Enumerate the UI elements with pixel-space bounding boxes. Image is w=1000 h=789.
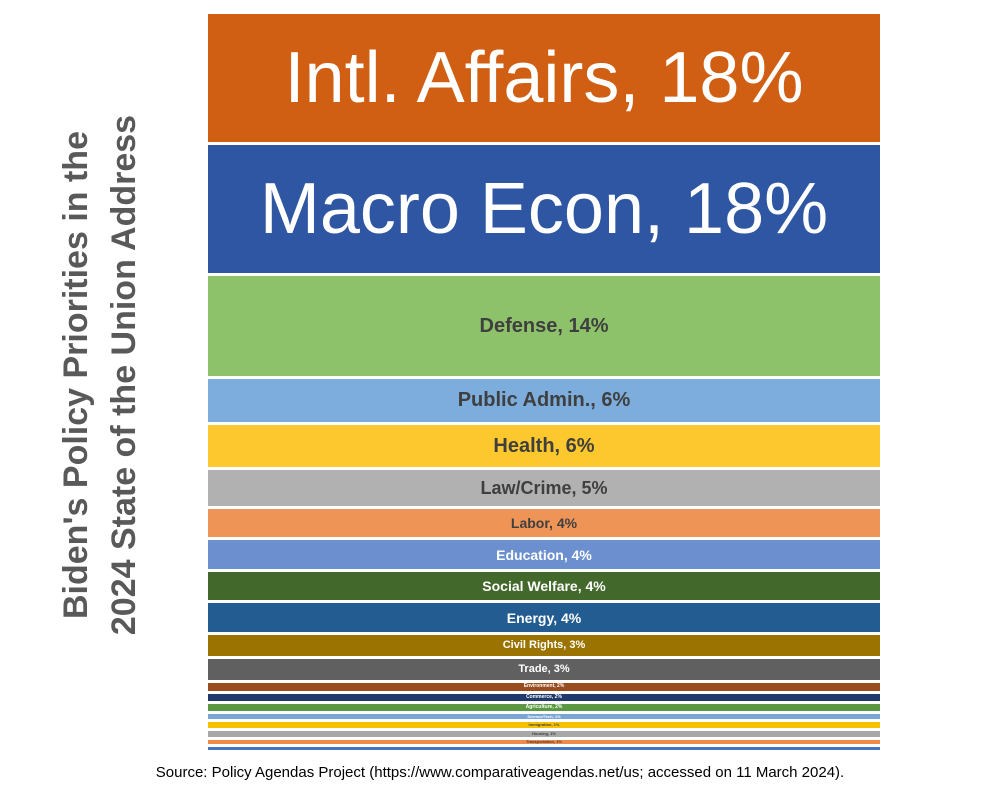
bar-segment: Energy, 4% [208, 603, 880, 632]
segment-label: Health, 6% [493, 434, 595, 457]
bar-segment: Education, 4% [208, 540, 880, 569]
bar-segment: Agriculture, 2% [208, 703, 880, 711]
segment-label: Transportation, 1% [525, 739, 562, 744]
bar-segment: Intl. Affairs, 18% [208, 14, 880, 143]
segment-label: Housing, 1% [531, 731, 556, 737]
bar-segment: Trade, 3% [208, 659, 880, 681]
bar-segment: Science/Tech, 1% [208, 713, 880, 720]
segment-label: Environment, 2% [523, 683, 565, 690]
chart-title-line-2: 2024 State of the Union Address [105, 114, 143, 636]
segment-label: Science/Tech, 1% [527, 713, 561, 719]
bar-segment: Defense, 14% [208, 276, 880, 376]
stacked-bar: Intl. Affairs, 18% Macro Econ, 18% Defense… [208, 14, 880, 750]
segment-label: Agriculture, 2% [525, 703, 563, 710]
segment-label: Immigration, 1% [528, 722, 560, 728]
bar-segment: Labor, 4% [208, 508, 880, 538]
bar-segment [208, 747, 880, 750]
bar-segment: Macro Econ, 18% [208, 145, 880, 274]
segment-label: Energy, 4% [506, 609, 582, 626]
chart-title-line-1: Biden's Policy Priorities in the [57, 131, 95, 619]
segment-label: Public Admin., 6% [457, 389, 631, 412]
source-note: Source: Policy Agendas Project (https://… [155, 764, 845, 781]
bar-segment: Housing, 1% [208, 731, 880, 737]
segment-label: Law/Crime, 5% [480, 478, 608, 499]
bar-segment: Public Admin., 6% [208, 378, 880, 422]
segment-label: Trade, 3% [518, 663, 570, 676]
segment-label: Intl. Affairs, 18% [284, 38, 804, 119]
segment-label: Education, 4% [496, 546, 592, 563]
bar-segment: Law/Crime, 5% [208, 470, 880, 506]
segment-label: Defense, 14% [479, 315, 609, 338]
segment-label: Commerce, 2% [526, 693, 562, 700]
bar-segment: Immigration, 1% [208, 722, 880, 729]
bar-segment: Commerce, 2% [208, 693, 880, 701]
segment-label: Macro Econ, 18% [259, 169, 829, 250]
segment-label: Civil Rights, 3% [502, 638, 586, 651]
chart-title: Biden's Policy Priorities in the 2024 St… [45, 0, 155, 755]
bar-segment: Social Welfare, 4% [208, 571, 880, 601]
bar-segment: Transportation, 1% [208, 739, 880, 745]
bar-segment: Health, 6% [208, 424, 880, 468]
bar-segment: Civil Rights, 3% [208, 634, 880, 657]
segment-label: Social Welfare, 4% [482, 578, 606, 595]
bar-segment: Environment, 2% [208, 683, 880, 691]
segment-label: Labor, 4% [510, 515, 578, 532]
